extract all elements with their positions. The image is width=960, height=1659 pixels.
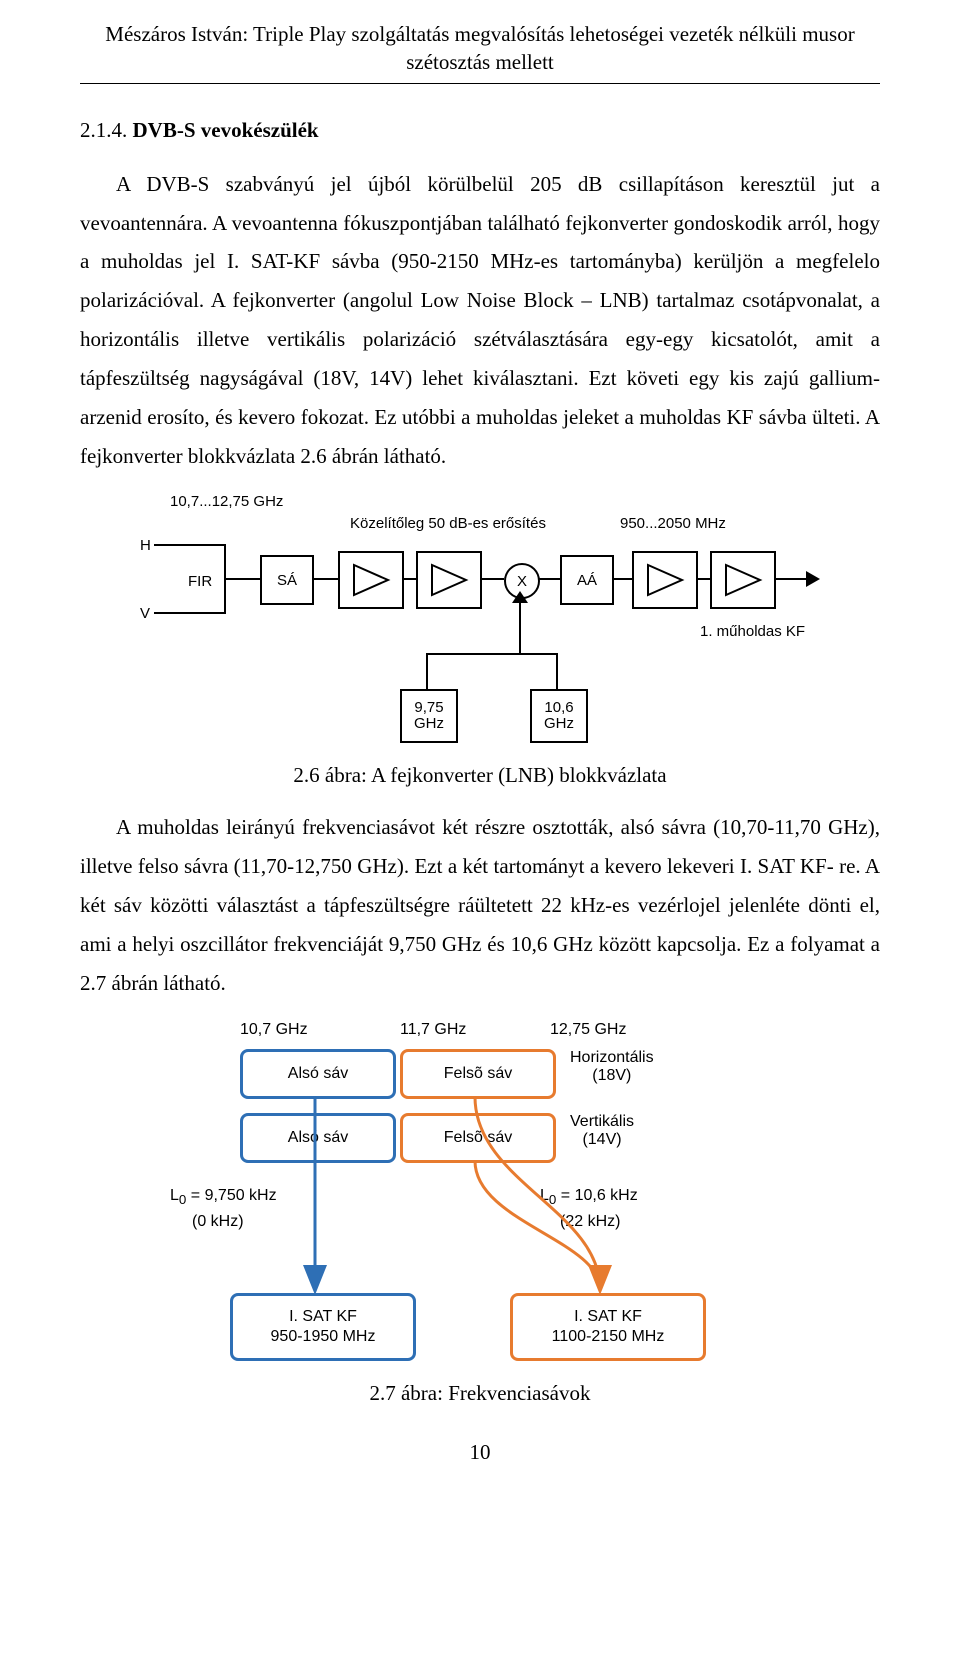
freq-top: 10,7...12,75 GHz: [170, 493, 283, 510]
satkf-r2: 1100-2150 MHz: [552, 1327, 665, 1346]
header-line-2: szétosztás mellett: [406, 50, 554, 74]
sa-text: SÁ: [277, 572, 297, 589]
document-page: Mészáros István: Triple Play szolgáltatá…: [0, 0, 960, 1505]
h-input-line: [154, 544, 224, 546]
paragraph-1: A DVB-S szabványú jel újból körülbelül 2…: [80, 165, 880, 476]
aa-text: AÁ: [577, 572, 597, 589]
fir-label: FIR: [188, 573, 212, 590]
amp3-box: [632, 551, 698, 609]
section-number: 2.1.4.: [80, 118, 127, 142]
lo2-up: [556, 653, 558, 689]
lnb-block-diagram: 10,7...12,75 GHz Közelítőleg 50 dB-es er…: [140, 493, 820, 753]
amp4-icon: [722, 563, 764, 597]
amp2-icon: [428, 563, 470, 597]
satkf-r1: I. SAT KF: [574, 1307, 642, 1326]
mixer-x: X: [517, 573, 527, 590]
out-freq-label: 950...2050 MHz: [620, 515, 726, 532]
mixer-to-aa: [538, 578, 560, 580]
aa-to-amp3: [612, 578, 632, 580]
figure-2-6: 10,7...12,75 GHz Közelítőleg 50 dB-es er…: [80, 493, 880, 753]
figure-2-7-caption: 2.7 ábra: Frekvenciasávok: [80, 1381, 880, 1406]
v-input-line: [154, 612, 224, 614]
section-heading: 2.1.4. DVB-S vevokészülék: [80, 118, 880, 143]
amp1-box: [338, 551, 404, 609]
satkf-left-box: I. SAT KF 950-1950 MHz: [230, 1293, 416, 1361]
lo1-box: 9,75 GHz: [400, 689, 458, 743]
lo2-freq: 10,6: [544, 700, 573, 717]
lo2-unit: GHz: [544, 716, 574, 733]
lo1-horiz: [426, 653, 519, 655]
gain-label: Közelítőleg 50 dB-es erősítés: [350, 515, 546, 532]
running-header: Mészáros István: Triple Play szolgáltatá…: [80, 20, 880, 83]
amp4-box: [710, 551, 776, 609]
v-label: V: [140, 605, 150, 622]
lo1-up: [426, 653, 428, 689]
amp2-box: [416, 551, 482, 609]
amp1-icon: [350, 563, 392, 597]
satkf-l2: 950-1950 MHz: [271, 1327, 376, 1346]
amp2-to-mixer: [480, 578, 504, 580]
aa-box: AÁ: [560, 555, 614, 605]
paragraph-2: A muholdas leirányú frekvenciasávot két …: [80, 808, 880, 1002]
amp1-to-amp2: [402, 578, 416, 580]
page-number: 10: [80, 1440, 880, 1465]
amp3-icon: [644, 563, 686, 597]
lo-merge-up: [519, 597, 521, 655]
lo1-unit: GHz: [414, 716, 444, 733]
satkf-l1: I. SAT KF: [289, 1307, 357, 1326]
lo-merge-arrow-icon: [512, 591, 528, 603]
frequency-band-diagram: 10,7 GHz 11,7 GHz 12,75 GHz Alsó sáv Fel…: [170, 1021, 790, 1371]
lo1-freq: 9,75: [414, 700, 443, 717]
header-line-1: Mészáros István: Triple Play szolgáltatá…: [105, 22, 854, 46]
sa-to-amp1: [312, 578, 338, 580]
out-kf-label: 1. műholdas KF: [700, 623, 805, 640]
amp3-to-amp4: [696, 578, 710, 580]
h-label: H: [140, 537, 151, 554]
satkf-right-box: I. SAT KF 1100-2150 MHz: [510, 1293, 706, 1361]
header-rule: [80, 83, 880, 84]
output-line: [774, 578, 810, 580]
figure-2-7: 10,7 GHz 11,7 GHz 12,75 GHz Alsó sáv Fel…: [80, 1021, 880, 1371]
section-title: DVB-S vevokészülék: [133, 118, 319, 142]
to-sa-line: [226, 578, 260, 580]
lo2-box: 10,6 GHz: [530, 689, 588, 743]
output-arrow-icon: [806, 571, 820, 587]
sa-box: SÁ: [260, 555, 314, 605]
figure-2-6-caption: 2.6 ábra: A fejkonverter (LNB) blokkvázl…: [80, 763, 880, 788]
lo2-horiz: [521, 653, 558, 655]
